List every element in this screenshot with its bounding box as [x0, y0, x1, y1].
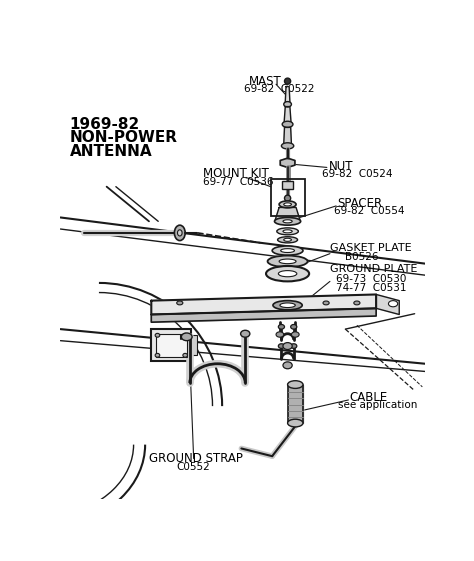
- Ellipse shape: [155, 353, 160, 357]
- Ellipse shape: [281, 249, 294, 252]
- Bar: [191, 335, 198, 355]
- Ellipse shape: [288, 381, 303, 388]
- Polygon shape: [288, 384, 303, 423]
- Ellipse shape: [279, 259, 296, 264]
- Text: 74-77  C0531: 74-77 C0531: [336, 283, 407, 293]
- Ellipse shape: [283, 343, 292, 350]
- Ellipse shape: [354, 301, 360, 305]
- Text: MAST: MAST: [249, 75, 282, 88]
- Text: CABLE: CABLE: [349, 390, 387, 404]
- Bar: [271, 179, 304, 216]
- Ellipse shape: [291, 344, 297, 348]
- Bar: [156, 334, 187, 357]
- Ellipse shape: [279, 201, 296, 208]
- Text: 69-82  C0524: 69-82 C0524: [322, 169, 393, 179]
- Text: SPACER: SPACER: [337, 197, 383, 210]
- Ellipse shape: [278, 270, 297, 277]
- Polygon shape: [151, 295, 376, 315]
- Text: see application: see application: [337, 400, 417, 410]
- Ellipse shape: [183, 353, 188, 357]
- Ellipse shape: [274, 218, 301, 225]
- Ellipse shape: [284, 102, 292, 107]
- Text: B0526: B0526: [346, 252, 379, 262]
- Ellipse shape: [282, 143, 294, 149]
- Text: GROUND STRAP: GROUND STRAP: [149, 452, 243, 465]
- Ellipse shape: [284, 238, 292, 241]
- Ellipse shape: [182, 333, 192, 341]
- Ellipse shape: [291, 324, 297, 329]
- Polygon shape: [151, 309, 376, 322]
- Polygon shape: [275, 208, 300, 220]
- Ellipse shape: [241, 330, 250, 337]
- Text: ANTENNA: ANTENNA: [70, 144, 152, 159]
- Ellipse shape: [283, 362, 292, 369]
- Ellipse shape: [280, 303, 295, 307]
- Text: 69-77  C0536: 69-77 C0536: [203, 177, 273, 187]
- Ellipse shape: [389, 301, 398, 307]
- Text: MOUNT KIT: MOUNT KIT: [203, 167, 269, 181]
- Text: NON-POWER: NON-POWER: [70, 131, 178, 145]
- Ellipse shape: [323, 301, 329, 305]
- Polygon shape: [285, 86, 290, 102]
- Text: GASKET PLATE: GASKET PLATE: [330, 243, 411, 253]
- Text: 69-82  C0554: 69-82 C0554: [334, 206, 404, 216]
- Ellipse shape: [282, 121, 293, 127]
- Polygon shape: [284, 127, 292, 144]
- Text: GROUND PLATE: GROUND PLATE: [330, 264, 417, 274]
- Bar: [282, 181, 293, 189]
- Text: 69-82  C0522: 69-82 C0522: [244, 84, 314, 94]
- Bar: [151, 329, 191, 361]
- Ellipse shape: [273, 301, 302, 310]
- Ellipse shape: [284, 195, 291, 201]
- Ellipse shape: [278, 324, 284, 329]
- Ellipse shape: [278, 344, 284, 348]
- Text: C0552: C0552: [176, 462, 210, 472]
- Ellipse shape: [155, 333, 160, 337]
- Polygon shape: [376, 295, 399, 315]
- Ellipse shape: [267, 256, 308, 267]
- Polygon shape: [284, 107, 291, 123]
- Ellipse shape: [174, 225, 185, 241]
- Ellipse shape: [266, 266, 309, 282]
- Ellipse shape: [292, 332, 299, 337]
- Ellipse shape: [277, 228, 298, 235]
- Ellipse shape: [177, 301, 183, 305]
- Ellipse shape: [183, 333, 188, 337]
- Ellipse shape: [278, 237, 298, 243]
- Ellipse shape: [272, 246, 303, 255]
- Ellipse shape: [283, 220, 292, 223]
- Ellipse shape: [283, 230, 292, 233]
- Ellipse shape: [288, 419, 303, 427]
- Ellipse shape: [284, 78, 291, 84]
- Text: 1969-82: 1969-82: [70, 117, 140, 132]
- Ellipse shape: [276, 332, 284, 337]
- Ellipse shape: [177, 230, 182, 236]
- Text: NUT: NUT: [328, 160, 353, 173]
- Ellipse shape: [284, 203, 292, 206]
- Polygon shape: [280, 158, 295, 168]
- Text: 69-73  C0530: 69-73 C0530: [336, 274, 407, 284]
